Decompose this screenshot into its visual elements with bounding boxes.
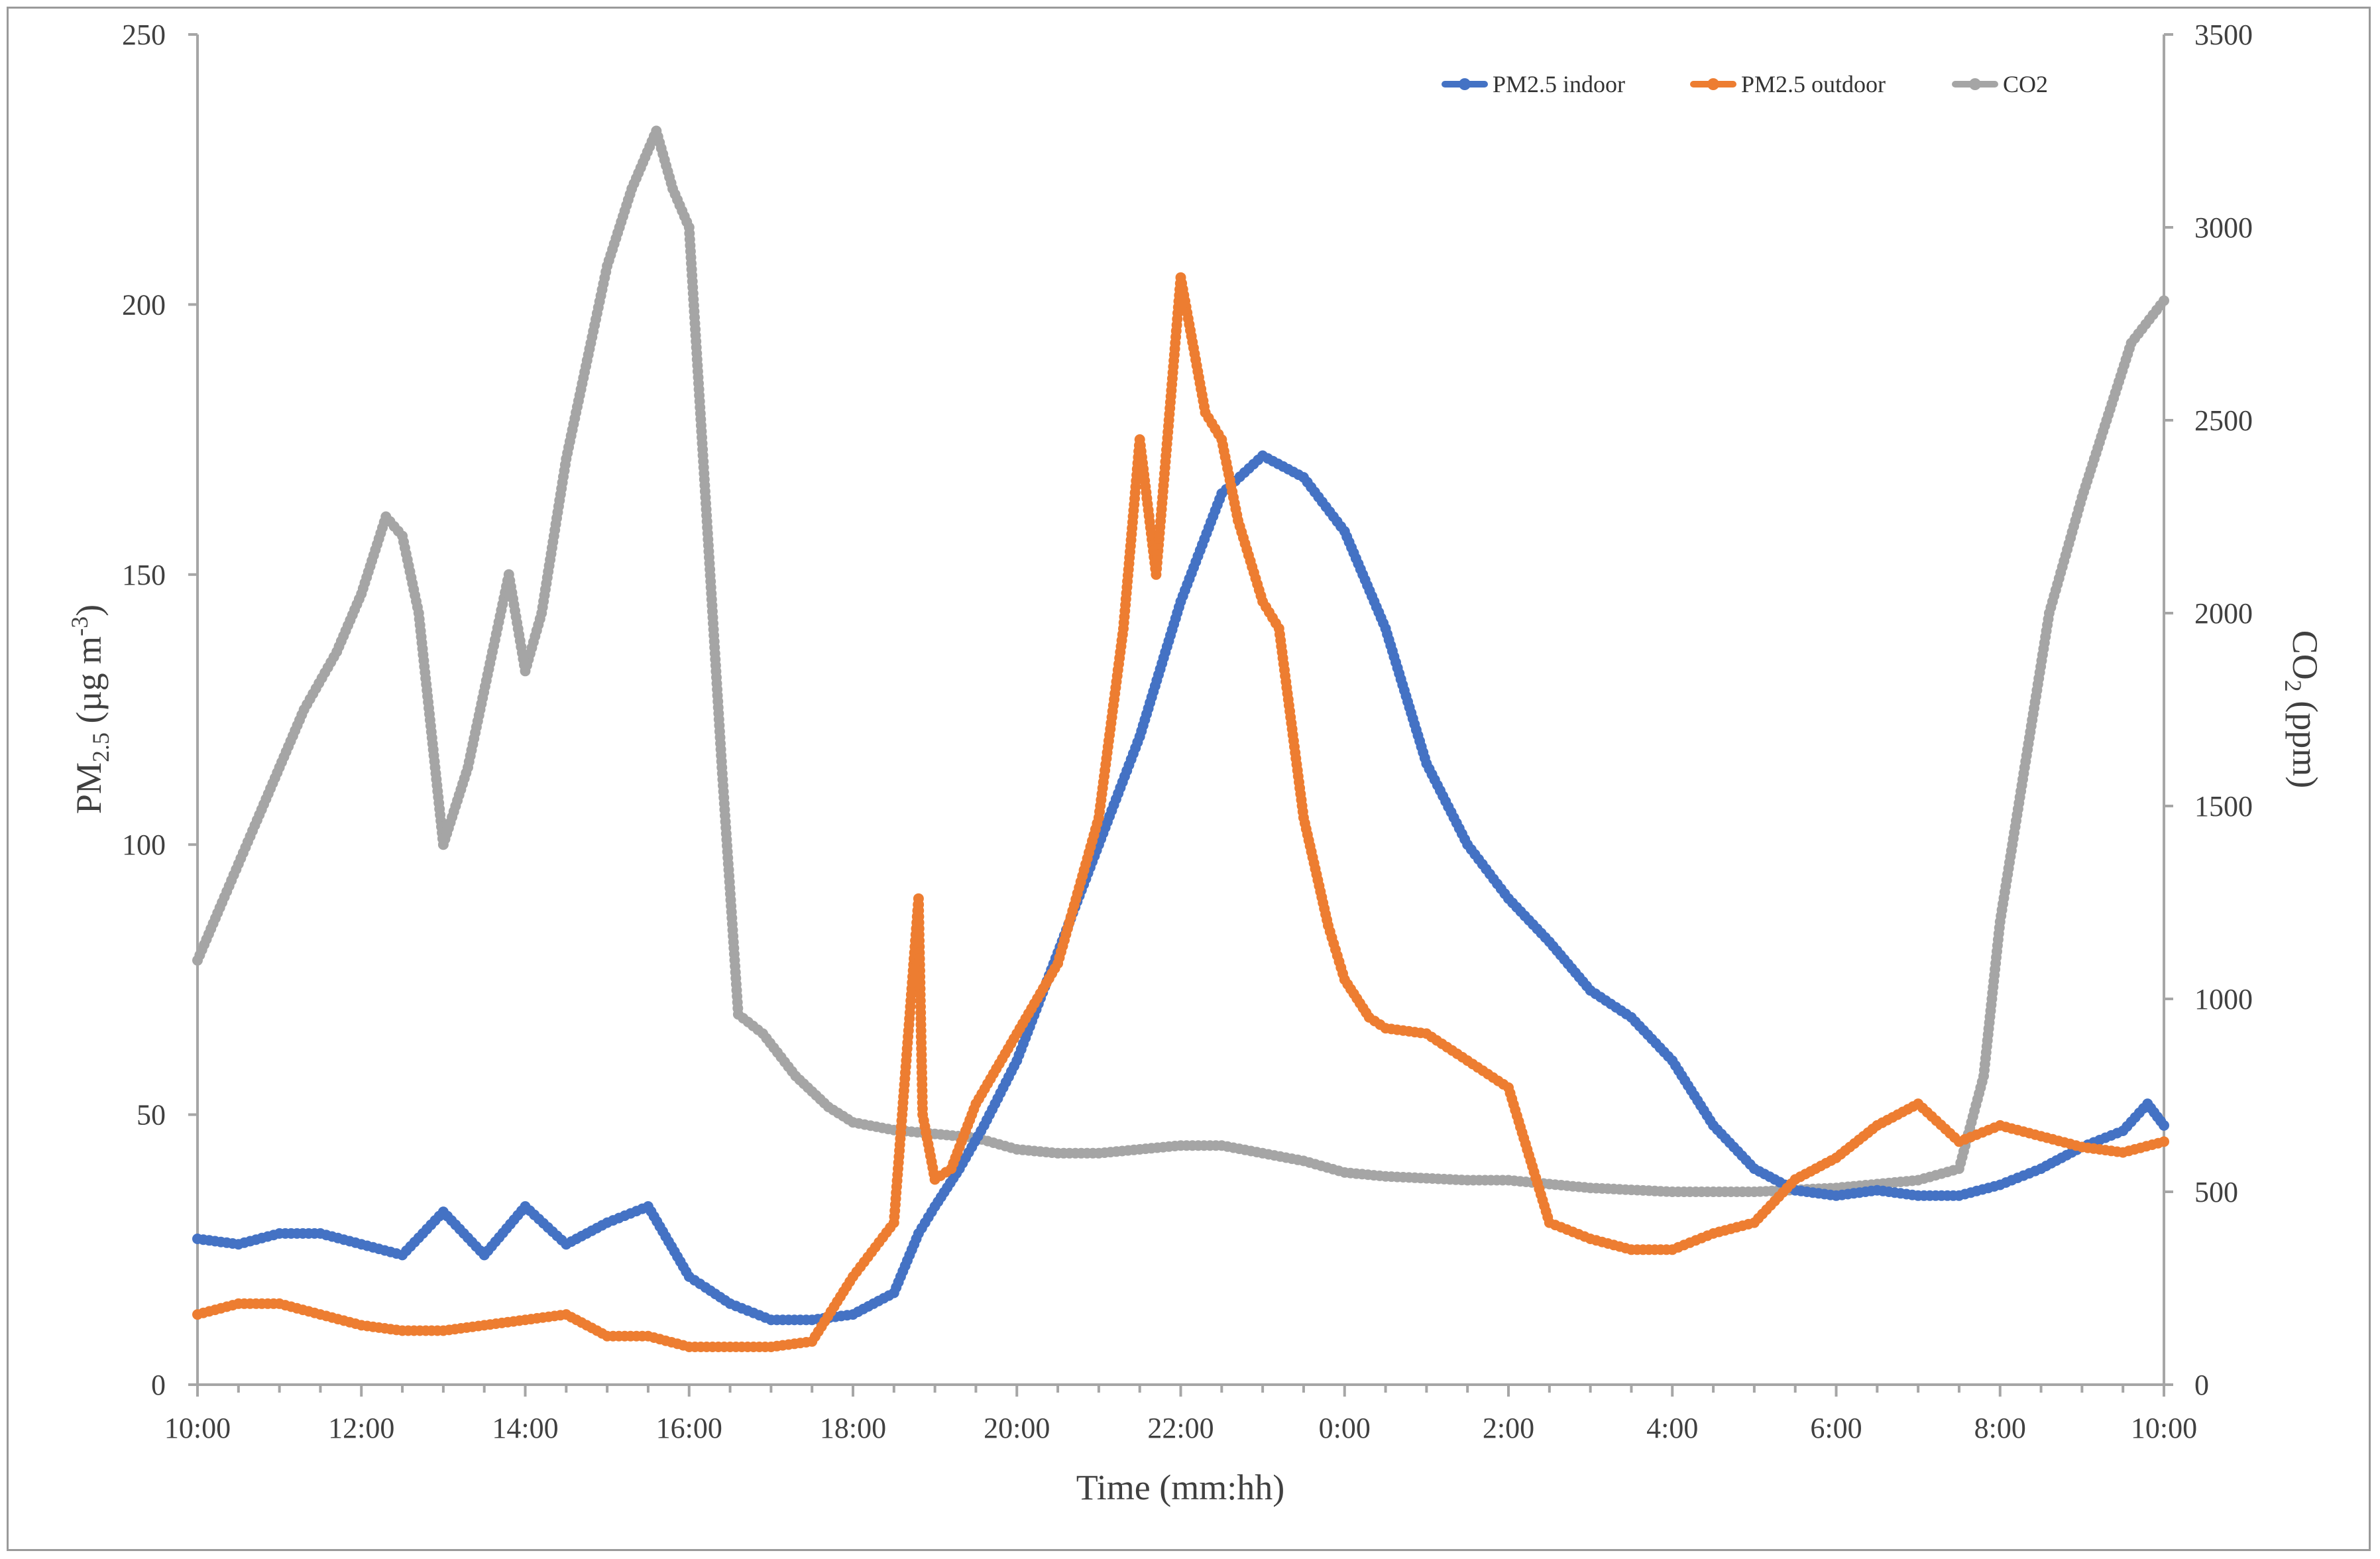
- y-left-tick-label: 100: [122, 829, 166, 861]
- series-layer: [192, 125, 2169, 1352]
- legend-co2-label: CO2: [2003, 71, 2048, 97]
- series-point: [2159, 1136, 2169, 1147]
- x-tick-label: 6:00: [1810, 1412, 1862, 1444]
- right-y-ticks: 0 500 1000 1500 2000 2500 3000 3500: [2164, 19, 2253, 1401]
- legend-item-outdoor: PM2.5 outdoor: [1690, 71, 1886, 97]
- x-tick-label: 2:00: [1483, 1412, 1534, 1444]
- x-tick-label: 0:00: [1319, 1412, 1371, 1444]
- chart-frame: [7, 7, 2371, 1551]
- y-left-tick-label: 200: [122, 288, 166, 321]
- legend-outdoor-label: PM2.5 outdoor: [1741, 71, 1886, 97]
- x-tick-label: 10:00: [2131, 1412, 2197, 1444]
- y-right-title-after: (ppm): [2285, 692, 2325, 788]
- y-left-title-sub: 2.5: [87, 732, 114, 762]
- x-tick-label: 8:00: [1974, 1412, 2026, 1444]
- y-left-tick-label: 250: [122, 19, 166, 51]
- y-left-title-sup: -3: [66, 616, 93, 636]
- y-right-tick-label: 0: [2194, 1369, 2209, 1401]
- y-axis-right-title: CO2 (ppm): [2280, 630, 2325, 788]
- legend-item-indoor: PM2.5 indoor: [1442, 71, 1625, 97]
- x-tick-label: 4:00: [1646, 1412, 1698, 1444]
- x-tick-label: 12:00: [328, 1412, 394, 1444]
- y-left-tick-label: 50: [137, 1099, 166, 1131]
- left-y-ticks: 0 50 100 150 200 250: [122, 19, 198, 1401]
- series-pm2-5-indoor: [192, 450, 2169, 1326]
- y-right-tick-label: 2500: [2194, 404, 2253, 437]
- y-right-tick-label: 3000: [2194, 211, 2253, 244]
- legend-outdoor-marker: [1707, 78, 1719, 90]
- x-tick-label: 14:00: [492, 1412, 558, 1444]
- x-axis-title: Time (mm:hh): [1076, 1468, 1285, 1507]
- y-right-title-sub: 2: [2280, 680, 2306, 692]
- y-axis-left-title: PM2.5 (µg m-3): [66, 605, 114, 814]
- y-left-title-close: ): [69, 605, 109, 616]
- x-tick-label: 10:00: [164, 1412, 231, 1444]
- series-pm2-5-outdoor: [192, 272, 2169, 1352]
- y-left-title-after: (µg m: [69, 636, 109, 732]
- y-right-tick-label: 1500: [2194, 790, 2253, 823]
- y-right-tick-label: 3500: [2194, 19, 2253, 51]
- legend-indoor-label: PM2.5 indoor: [1493, 71, 1625, 97]
- y-right-tick-label: 2000: [2194, 597, 2253, 630]
- y-left-tick-label: 150: [122, 559, 166, 591]
- series-point: [2159, 1120, 2169, 1131]
- y-right-tick-label: 500: [2194, 1176, 2238, 1208]
- x-tick-label: 16:00: [656, 1412, 722, 1444]
- legend-indoor-marker: [1459, 78, 1471, 90]
- x-tick-label: 22:00: [1147, 1412, 1214, 1444]
- y-right-title-main: CO: [2285, 630, 2325, 680]
- y-left-title-main: PM: [69, 762, 109, 814]
- series-point: [2159, 295, 2169, 306]
- x-ticks: 10:00 12:00 14:00 16:00 18:00 20:00 22:00 0:00 2…: [164, 1385, 2197, 1444]
- y-right-tick-label: 1000: [2194, 983, 2253, 1015]
- x-tick-label: 20:00: [984, 1412, 1050, 1444]
- series-co2: [192, 125, 2169, 1197]
- y-left-tick-label: 0: [151, 1369, 166, 1401]
- legend: PM2.5 indoor PM2.5 outdoor CO2: [1442, 71, 2048, 97]
- x-tick-label: 18:00: [820, 1412, 886, 1444]
- legend-item-co2: CO2: [1952, 71, 2048, 97]
- legend-co2-marker: [1969, 78, 1981, 90]
